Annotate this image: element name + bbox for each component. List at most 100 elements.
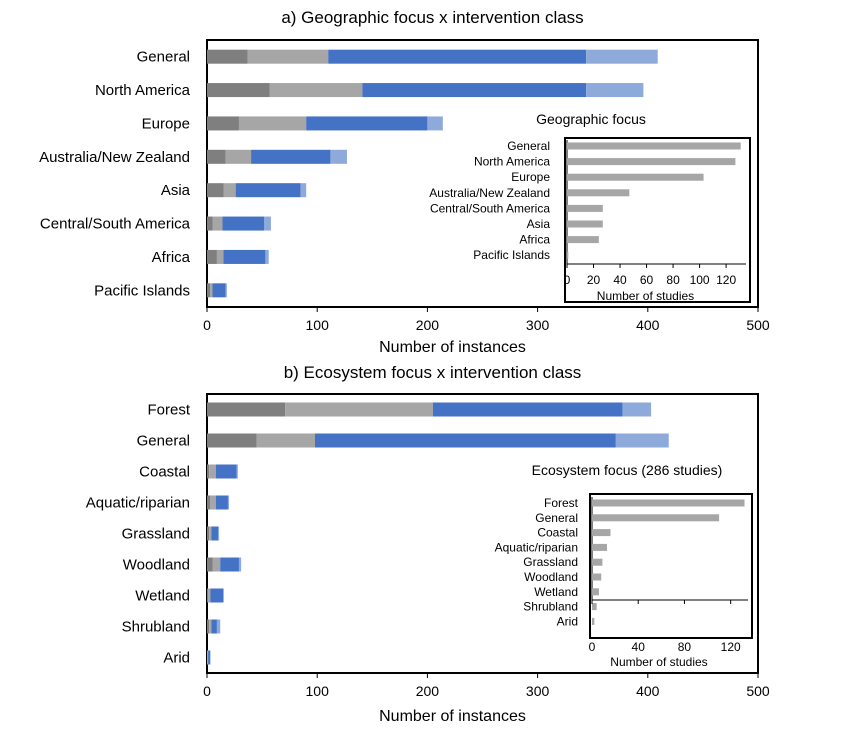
inset-bar-woodland <box>592 573 602 581</box>
bar-shrubland-seg-1 <box>207 619 210 634</box>
inset-bar-forest <box>592 499 745 507</box>
inset-x-axis-label: Number of studies <box>597 289 694 303</box>
x-tick-label-300: 300 <box>526 683 550 699</box>
bar-wetland-seg-2 <box>208 588 211 603</box>
bar-central-south-america-seg-1 <box>207 216 213 231</box>
inset-bar-wetland <box>592 588 599 596</box>
bar-central-south-america-seg-4 <box>264 216 271 231</box>
category-label-asia: Asia <box>161 182 191 199</box>
inset-x-tick-label-80: 80 <box>666 273 680 287</box>
category-label-grassland: Grassland <box>122 526 190 543</box>
bar-coastal-seg-1 <box>207 464 210 479</box>
inset-x-tick-label-100: 100 <box>690 273 710 287</box>
bar-grassland-seg-4 <box>218 526 220 541</box>
inset-bar-north-america <box>567 158 736 166</box>
bar-africa-seg-4 <box>265 249 269 264</box>
bar-asia-seg-2 <box>223 183 236 198</box>
category-label-wetland: Wetland <box>135 588 190 605</box>
inset-bar-shrubland <box>592 603 597 611</box>
bar-arid-seg-3 <box>208 650 211 665</box>
inset-bar-australia-new-zealand <box>567 189 630 197</box>
category-label-aquatic-riparian: Aquatic/riparian <box>86 495 190 512</box>
bar-woodland-seg-3 <box>220 557 239 572</box>
inset-category-label-shrubland: Shrubland <box>523 600 578 614</box>
bar-general-seg-4 <box>615 433 669 448</box>
x-tick-label-400: 400 <box>636 683 660 699</box>
bar-general-seg-1 <box>207 49 248 64</box>
inset-category-label-woodland: Woodland <box>524 570 578 584</box>
bar-arid-seg-2 <box>207 650 209 665</box>
bar-forest-seg-3 <box>432 402 623 417</box>
x-axis-label: Number of instances <box>379 708 526 725</box>
inset-category-label-coastal: Coastal <box>537 526 578 540</box>
bar-shrubland-seg-3 <box>211 619 217 634</box>
bar-australia-new-zealand-seg-2 <box>225 149 252 164</box>
inset-frame <box>564 137 751 303</box>
x-tick-label-500: 500 <box>746 317 770 333</box>
category-label-shrubland: Shrubland <box>122 619 190 636</box>
bar-north-america-seg-2 <box>269 83 363 98</box>
category-label-arid: Arid <box>163 650 190 667</box>
bar-europe-seg-2 <box>238 116 307 131</box>
inset-bar-asia <box>567 220 603 228</box>
bar-pacific-islands-seg-1 <box>207 283 211 298</box>
bar-pacific-islands-seg-4 <box>225 283 227 298</box>
inset-x-tick-label-80: 80 <box>678 640 692 654</box>
inset-x-axis-label: Number of studies <box>610 655 707 669</box>
inset-bar-grassland <box>592 558 603 566</box>
category-label-forest: Forest <box>147 402 190 419</box>
inset-x-tick-label-0: 0 <box>564 273 571 287</box>
bar-pacific-islands-seg-2 <box>210 283 213 298</box>
inset-bar-central-south-america <box>567 204 603 212</box>
inset-x-tick-label-120: 120 <box>721 640 741 654</box>
bar-europe-seg-1 <box>207 116 239 131</box>
x-tick-label-500: 500 <box>746 683 770 699</box>
x-tick-label-300: 300 <box>526 317 550 333</box>
bar-central-south-america-seg-3 <box>222 216 265 231</box>
bar-north-america-seg-1 <box>207 83 270 98</box>
bar-aquatic-riparian-seg-2 <box>210 495 216 510</box>
bar-woodland-seg-1 <box>207 557 213 572</box>
bar-pacific-islands-seg-3 <box>212 283 226 298</box>
inset-chart-b: Ecosystem focus (286 studies) ForestGener… <box>495 462 753 669</box>
category-label-general: General <box>137 49 190 66</box>
bar-general-seg-3 <box>314 433 616 448</box>
chart-title: a) Geographic focus x intervention class <box>281 8 583 27</box>
bar-asia-seg-3 <box>235 183 301 198</box>
bar-forest-seg-2 <box>285 402 433 417</box>
x-tick-label-400: 400 <box>636 317 660 333</box>
inset-chart-a: Geographic focus General North AmericaEuro… <box>429 111 751 303</box>
bar-shrubland-seg-2 <box>209 619 212 634</box>
inset-bar-general <box>592 514 720 522</box>
inset-x-tick-label-20: 20 <box>587 273 601 287</box>
bar-africa-seg-2 <box>216 249 224 264</box>
inset-bar-general <box>567 142 741 150</box>
bar-africa-seg-1 <box>207 249 217 264</box>
category-label-coastal: Coastal <box>139 464 190 481</box>
inset-x-tick-label-120: 120 <box>716 273 736 287</box>
bar-north-america-seg-4 <box>586 83 644 98</box>
x-tick-label-100: 100 <box>306 317 330 333</box>
x-tick-label-100: 100 <box>306 683 330 699</box>
bar-coastal-seg-2 <box>209 464 216 479</box>
bar-north-america-seg-3 <box>362 83 587 98</box>
bar-woodland-seg-4 <box>238 557 242 572</box>
bar-aquatic-riparian-seg-3 <box>215 495 228 510</box>
x-tick-label-200: 200 <box>416 683 440 699</box>
bar-australia-new-zealand-seg-1 <box>207 149 226 164</box>
inset-x-tick-label-40: 40 <box>613 273 627 287</box>
inset-category-label-forest: Forest <box>544 496 579 510</box>
bar-forest-seg-4 <box>622 402 652 417</box>
bar-wetland-seg-1 <box>207 588 209 603</box>
inset-bar-africa <box>567 236 599 244</box>
inset-title: Ecosystem focus (286 studies) <box>532 462 723 478</box>
inset-bar-coastal <box>592 529 611 537</box>
inset-bar-aquatic-riparian <box>592 543 608 551</box>
bar-aquatic-riparian-seg-1 <box>207 495 211 510</box>
bar-coastal-seg-4 <box>236 464 238 479</box>
x-axis-label: Number of instances <box>379 339 526 356</box>
bar-europe-seg-3 <box>306 116 428 131</box>
inset-x-tick-label-0: 0 <box>589 640 596 654</box>
bar-grassland-seg-2 <box>209 526 212 541</box>
